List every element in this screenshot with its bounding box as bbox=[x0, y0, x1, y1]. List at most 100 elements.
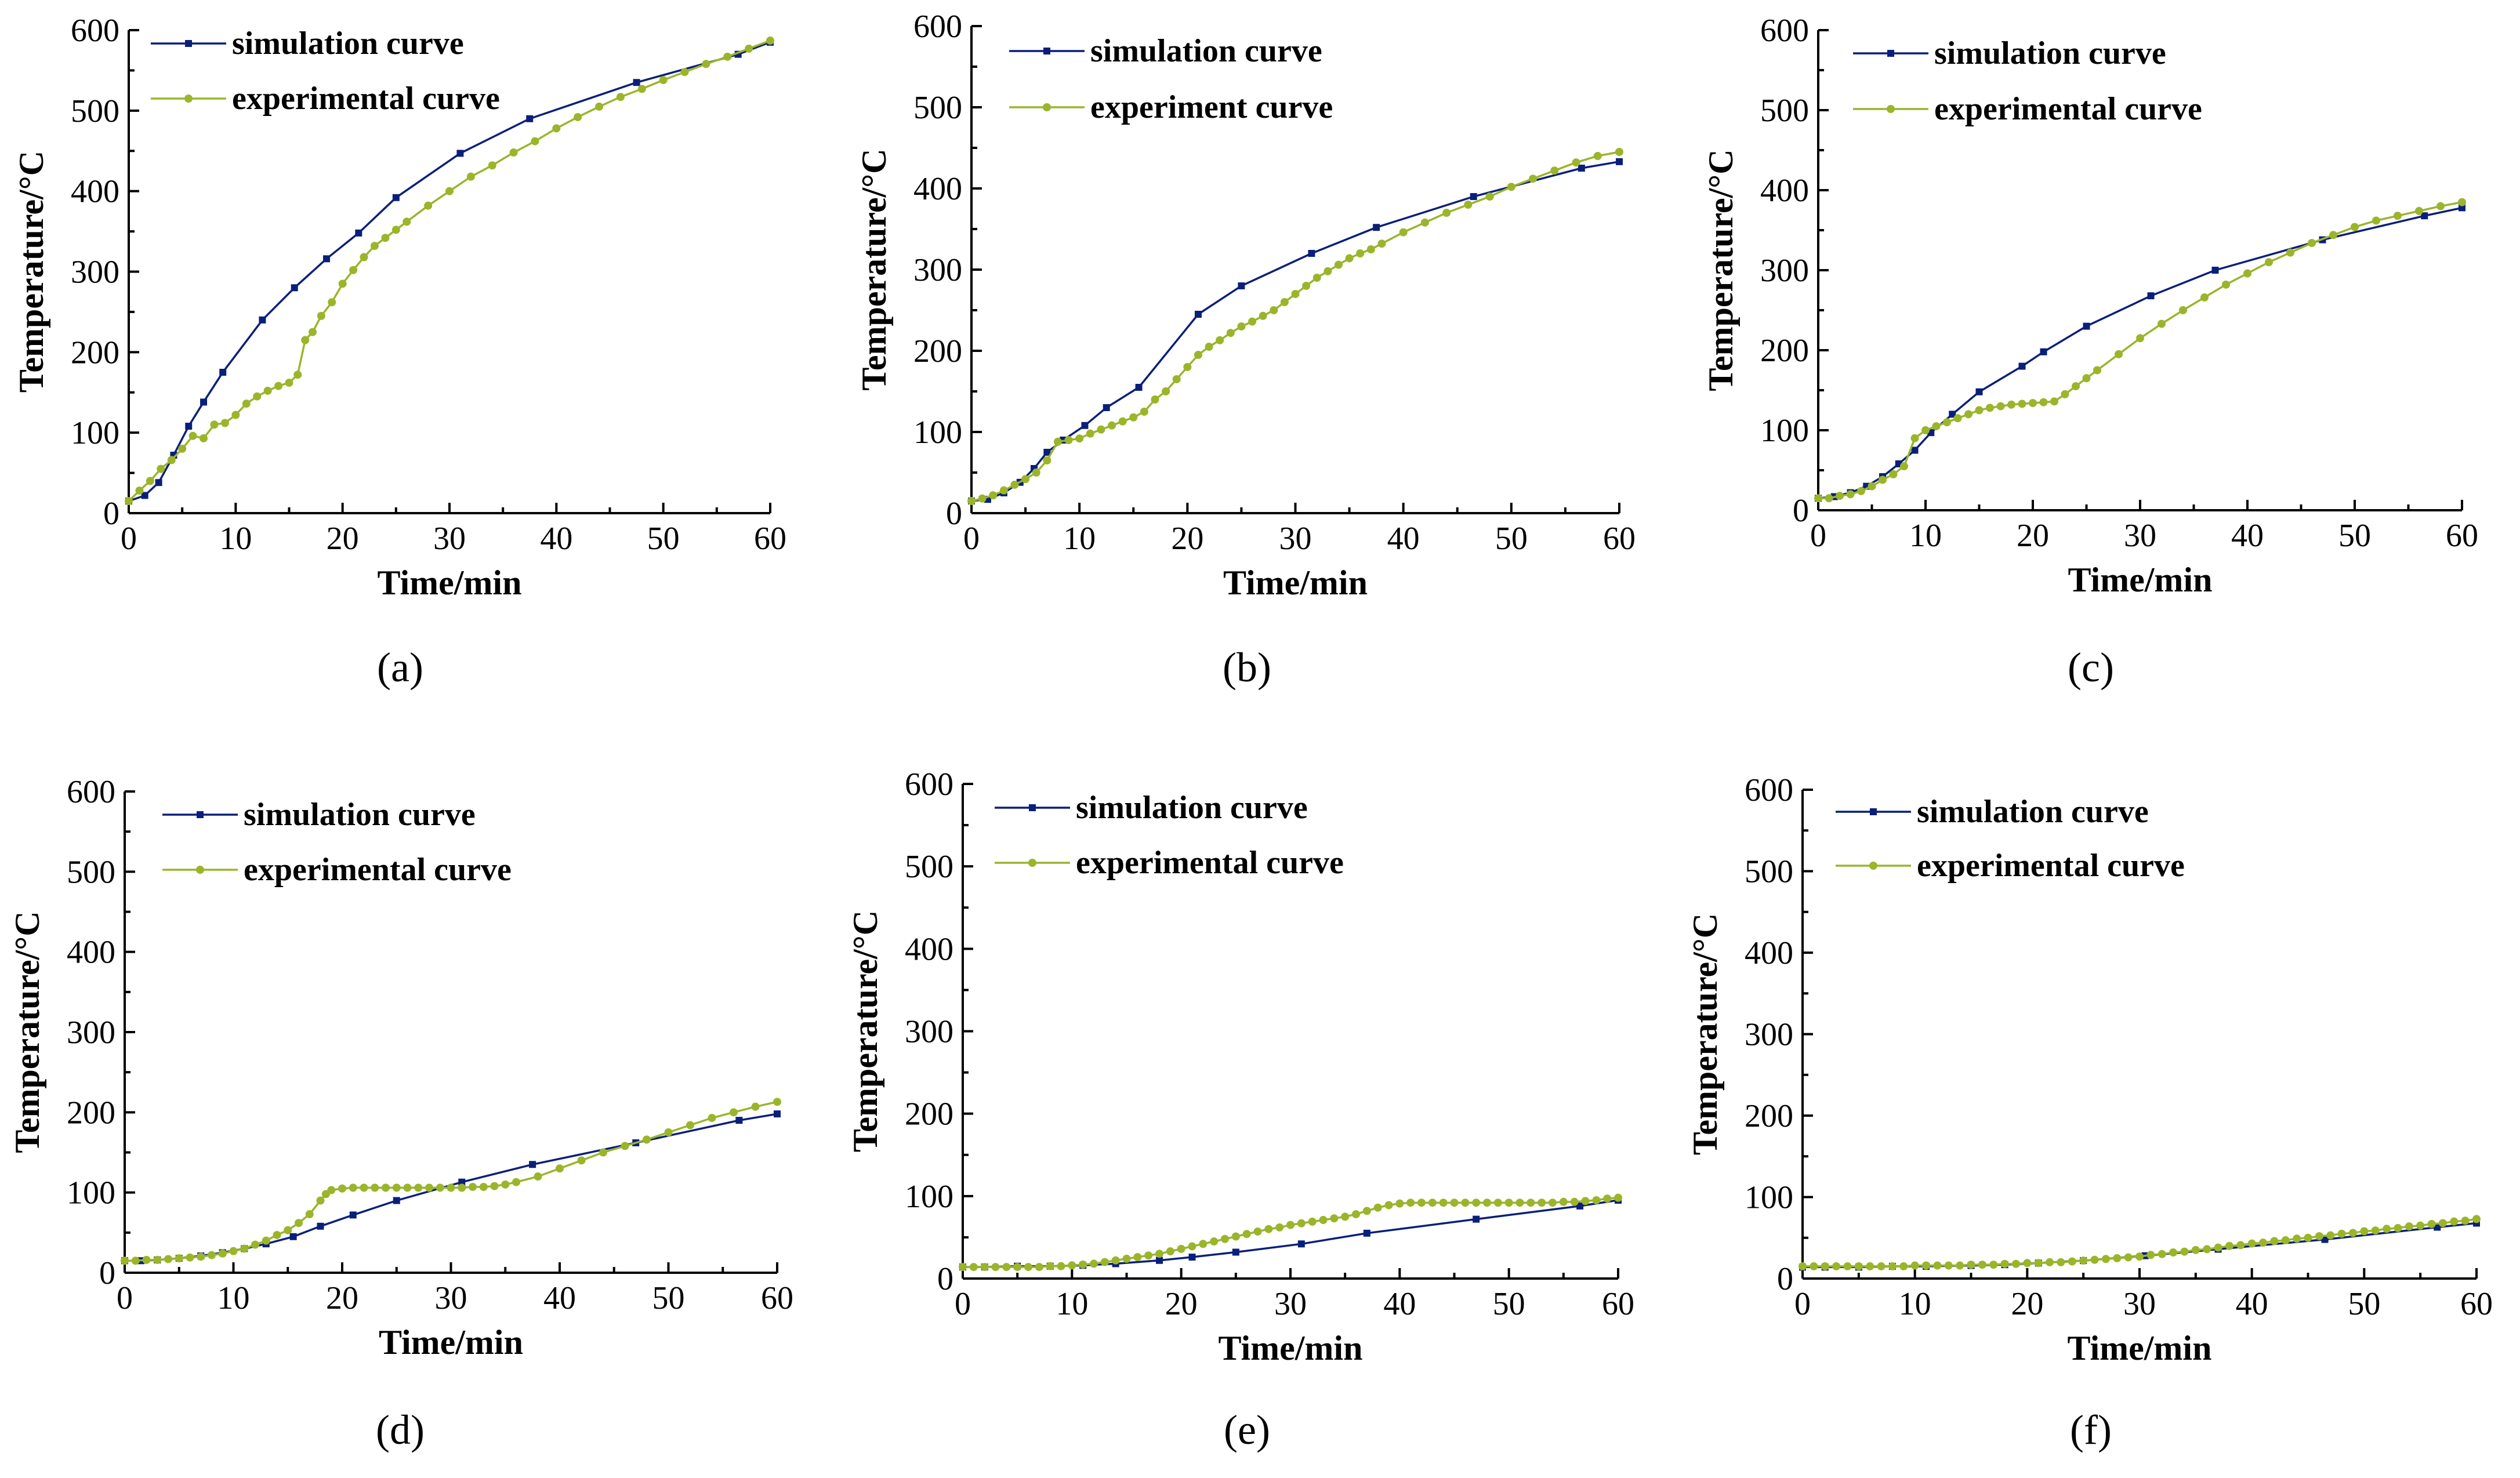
experimental-point bbox=[2438, 1219, 2447, 1228]
y-tick-label: 200 bbox=[71, 335, 119, 371]
simulation-point bbox=[1616, 158, 1623, 165]
x-axis-title: Time/min bbox=[1223, 564, 1368, 602]
simulation-point bbox=[1043, 449, 1051, 456]
experimental-point bbox=[574, 112, 582, 121]
experimental-point bbox=[131, 1257, 140, 1265]
simulation-point bbox=[393, 1197, 400, 1204]
experimental-point bbox=[1352, 1210, 1360, 1219]
experimental-point bbox=[2337, 1229, 2346, 1238]
experimental-point bbox=[490, 1182, 499, 1190]
experimental-point bbox=[991, 1263, 1000, 1272]
experimental-point bbox=[1450, 1199, 1459, 1207]
y-tick-label: 200 bbox=[67, 1095, 115, 1131]
x-tick-label: 0 bbox=[955, 1286, 971, 1322]
x-tick-label: 40 bbox=[540, 521, 572, 557]
experimental-point bbox=[1221, 1234, 1229, 1243]
experimental-point bbox=[501, 1180, 510, 1189]
experimental-point bbox=[458, 1183, 466, 1192]
y-tick-label: 200 bbox=[905, 1096, 953, 1132]
experimental-point bbox=[2394, 212, 2402, 220]
experimental-point bbox=[338, 1184, 346, 1193]
experimental-point bbox=[534, 1172, 542, 1181]
y-tick-label: 100 bbox=[1745, 1180, 1793, 1216]
legend-experimental-label: experimental curve bbox=[1934, 91, 2202, 127]
experimental-point bbox=[1417, 1199, 1426, 1207]
y-tick-label: 0 bbox=[99, 1255, 115, 1291]
experimental-point bbox=[2383, 1225, 2391, 1233]
simulation-point bbox=[1081, 422, 1089, 429]
y-tick-label: 600 bbox=[1745, 772, 1793, 808]
panel-b: 0 10 20 30 40 50 600100200300400500600Time/min… bbox=[855, 9, 1636, 691]
experimental-point bbox=[1978, 1261, 1986, 1269]
simulation-point bbox=[529, 1161, 536, 1168]
x-tick-label: 30 bbox=[2123, 1286, 2156, 1322]
panel-label: (d) bbox=[376, 1407, 425, 1453]
experimental-point bbox=[1956, 1261, 1964, 1270]
experimental-point bbox=[967, 497, 976, 505]
x-tick-label: 10 bbox=[219, 521, 252, 557]
experimental-point bbox=[175, 1254, 183, 1263]
experimental-point bbox=[1529, 175, 1538, 183]
experimental-point bbox=[2046, 1258, 2054, 1266]
experimental-point bbox=[2050, 397, 2058, 406]
experimental-point bbox=[2371, 1226, 2380, 1235]
simulation-point bbox=[392, 194, 400, 201]
panel-label: (f) bbox=[2070, 1407, 2112, 1453]
simulation-point bbox=[2211, 267, 2219, 274]
experimental-point bbox=[1183, 363, 1192, 371]
experimental-point bbox=[1108, 421, 1116, 430]
experimental-point bbox=[218, 1249, 227, 1258]
legend-experimental-marker bbox=[196, 866, 204, 874]
experimental-point bbox=[1270, 306, 1278, 314]
experimental-point bbox=[2458, 198, 2466, 206]
simulation-point bbox=[1470, 193, 1477, 200]
experimental-point bbox=[1821, 1262, 1829, 1270]
simulation-point bbox=[1135, 384, 1143, 391]
experimental-point bbox=[1933, 1261, 1942, 1270]
y-tick-label: 400 bbox=[913, 171, 962, 207]
experimental-point bbox=[381, 234, 390, 242]
y-tick-label: 500 bbox=[1745, 854, 1793, 890]
simulation-point bbox=[259, 316, 266, 324]
y-tick-label: 300 bbox=[913, 252, 962, 288]
experimental-point bbox=[1526, 1199, 1535, 1207]
simulation-point bbox=[219, 369, 227, 376]
experimental-point bbox=[1799, 1262, 1807, 1270]
experimental-point bbox=[125, 497, 133, 506]
simulation-point bbox=[1363, 1229, 1370, 1237]
experimental-point bbox=[1846, 490, 1855, 499]
experimental-point bbox=[1570, 1197, 1579, 1206]
experimental-point bbox=[1615, 148, 1623, 156]
experimental-point bbox=[2270, 1237, 2279, 1245]
experimental-point bbox=[2236, 1241, 2245, 1250]
experimental-point bbox=[1843, 1262, 1852, 1270]
simulation-point bbox=[2321, 1236, 2329, 1243]
x-tick-label: 10 bbox=[1909, 518, 1942, 554]
legend-experimental-marker bbox=[184, 95, 193, 103]
experimental-point bbox=[1879, 475, 1887, 484]
experimental-point bbox=[1090, 1259, 1098, 1268]
experimental-point bbox=[2200, 293, 2209, 302]
experimental-point bbox=[479, 1182, 488, 1191]
experimental-point bbox=[2135, 1252, 2144, 1261]
x-tick-label: 20 bbox=[2017, 518, 2049, 554]
experimental-point bbox=[360, 1183, 368, 1192]
experimental-point bbox=[1384, 1201, 1393, 1210]
experimental-point bbox=[188, 431, 197, 440]
simulation-point bbox=[1373, 224, 1380, 231]
experimental-point bbox=[391, 226, 400, 234]
experimental-point bbox=[349, 266, 358, 274]
experimental-point bbox=[157, 464, 165, 473]
experimental-point bbox=[253, 392, 262, 401]
experimental-point bbox=[1319, 1216, 1328, 1225]
experimental-point bbox=[1280, 298, 1289, 306]
experimental-point bbox=[1572, 158, 1580, 167]
simulation-point bbox=[289, 1233, 297, 1240]
experimental-point bbox=[447, 1183, 455, 1192]
y-tick-label: 400 bbox=[905, 931, 953, 967]
simulation-point bbox=[2083, 322, 2090, 330]
experimental-point bbox=[1515, 1199, 1524, 1207]
experimental-point bbox=[999, 486, 1008, 495]
experimental-point bbox=[1079, 1260, 1087, 1269]
experimental-point bbox=[2214, 1243, 2222, 1252]
